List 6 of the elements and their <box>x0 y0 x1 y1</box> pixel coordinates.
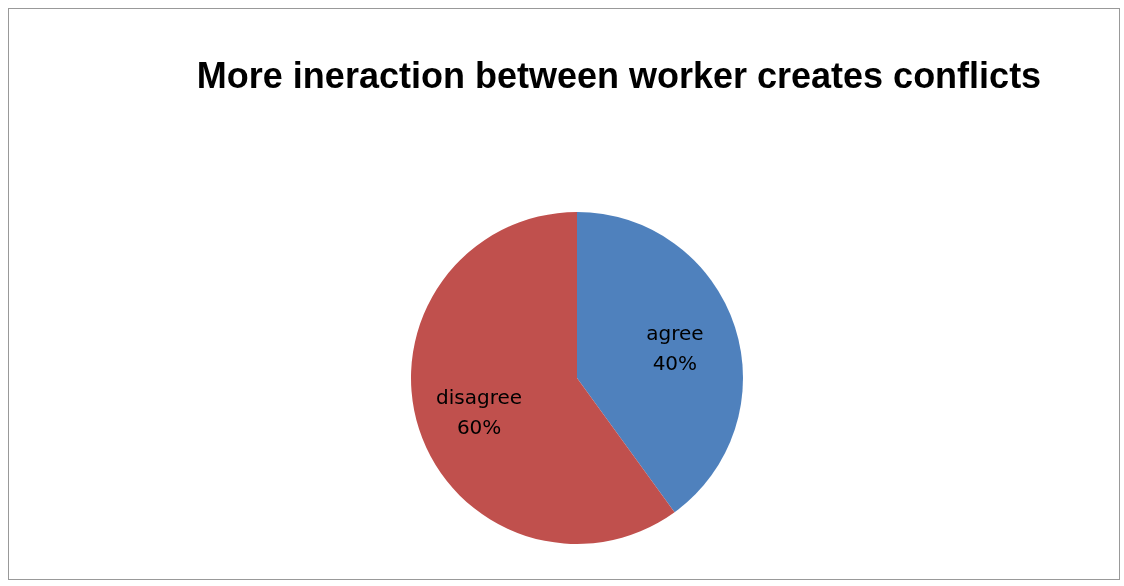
slice-label: agree <box>646 321 704 346</box>
pie-slice <box>577 212 743 513</box>
slice-label: disagree <box>436 384 523 409</box>
data-label: 60% <box>456 414 502 439</box>
chart-title: More ineraction between worker creates conflicts <box>195 54 1043 98</box>
data-label: 40% <box>652 351 698 376</box>
